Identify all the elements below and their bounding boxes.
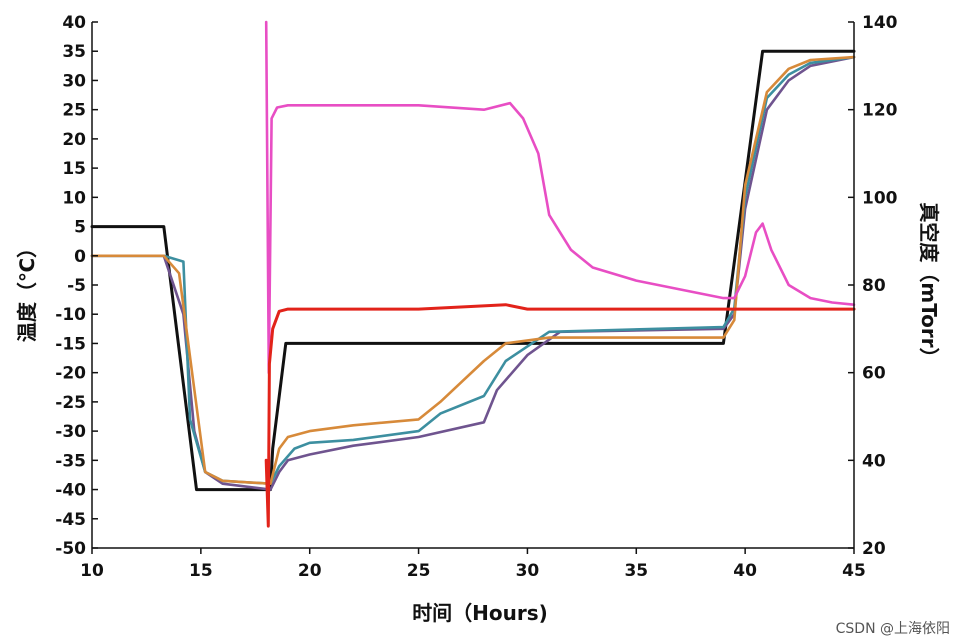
left-tick-label: 35	[62, 42, 86, 62]
right-tick-label: 100	[862, 188, 898, 208]
left-tick-label: -45	[55, 510, 86, 530]
x-tick-label: 30	[516, 561, 540, 581]
left-tick-label: 20	[62, 130, 86, 150]
left-tick-label: 15	[62, 159, 86, 179]
left-tick-label: -50	[55, 539, 86, 559]
x-tick-label: 35	[624, 561, 648, 581]
x-tick-label: 45	[842, 561, 866, 581]
left-tick-label: 40	[62, 13, 86, 33]
left-tick-label: -5	[67, 276, 86, 296]
series-line-6	[264, 303, 856, 528]
left-tick-label: 10	[62, 188, 86, 208]
series-line-5	[264, 20, 856, 375]
x-tick-label: 10	[80, 561, 104, 581]
series-layer	[90, 20, 856, 528]
left-tick-label: 30	[62, 71, 86, 91]
series-line-3	[90, 55, 856, 486]
x-tick-label: 25	[407, 561, 431, 581]
left-tick-label: 0	[74, 247, 86, 267]
left-tick-label: -25	[55, 393, 86, 413]
right-tick-label: 60	[862, 364, 886, 384]
tick-layer: 10 15 20 25 30 35 40 45-50-45-40-35-30-25-20-15…	[55, 13, 897, 581]
left-tick-label: -15	[55, 334, 86, 354]
left-tick-label: 25	[62, 101, 86, 121]
left-tick-label: -10	[55, 305, 86, 325]
right-tick-label: 140	[862, 13, 898, 33]
right-tick-label: 20	[862, 539, 886, 559]
x-tick-label: 15	[189, 561, 213, 581]
left-axis-label: 温度（℃）	[15, 238, 39, 342]
x-tick-label: 20	[298, 561, 322, 581]
right-tick-label: 120	[862, 101, 898, 121]
x-axis-label: 时间（Hours)	[412, 601, 548, 625]
left-tick-label: 5	[74, 218, 86, 238]
right-axis-label: 真空度（mTorr）	[917, 202, 941, 367]
watermark: CSDN @上海依阳	[836, 621, 950, 637]
left-tick-label: -35	[55, 451, 86, 471]
left-tick-label: -20	[55, 364, 86, 384]
left-tick-label: -40	[55, 481, 86, 501]
series-line-4	[90, 55, 856, 486]
left-tick-label: -30	[55, 422, 86, 442]
right-tick-label: 80	[862, 276, 886, 296]
series-line-1	[90, 49, 856, 492]
x-tick-label: 40	[733, 561, 757, 581]
right-tick-label: 40	[862, 451, 886, 471]
